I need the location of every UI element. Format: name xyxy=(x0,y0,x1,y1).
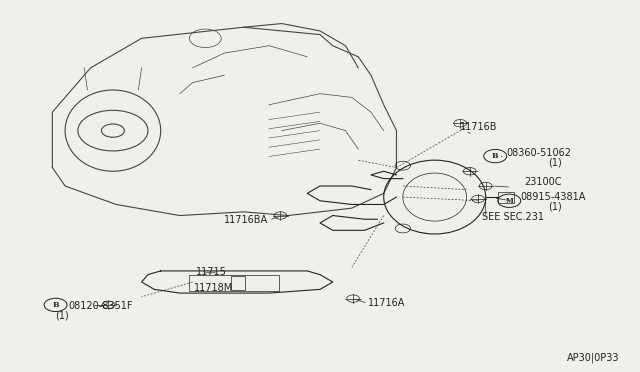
Text: (1): (1) xyxy=(548,201,562,211)
Text: 11718M: 11718M xyxy=(194,283,233,292)
Text: AP30|0P33: AP30|0P33 xyxy=(567,352,620,363)
Text: SEE SEC.231: SEE SEC.231 xyxy=(483,212,545,222)
Text: 11716A: 11716A xyxy=(368,298,405,308)
Text: B: B xyxy=(492,152,499,160)
Text: 11716BA: 11716BA xyxy=(225,215,269,225)
Text: M: M xyxy=(506,197,513,205)
Text: 08360-51062: 08360-51062 xyxy=(507,148,572,158)
Text: (1): (1) xyxy=(56,310,69,320)
Text: (1): (1) xyxy=(548,158,562,168)
Text: 11715: 11715 xyxy=(196,267,227,277)
Text: 11716B: 11716B xyxy=(460,122,498,132)
Text: B: B xyxy=(52,301,59,309)
Text: 08120-8351F: 08120-8351F xyxy=(68,301,132,311)
Text: 23100C: 23100C xyxy=(524,177,561,187)
Text: 08915-4381A: 08915-4381A xyxy=(520,192,586,202)
